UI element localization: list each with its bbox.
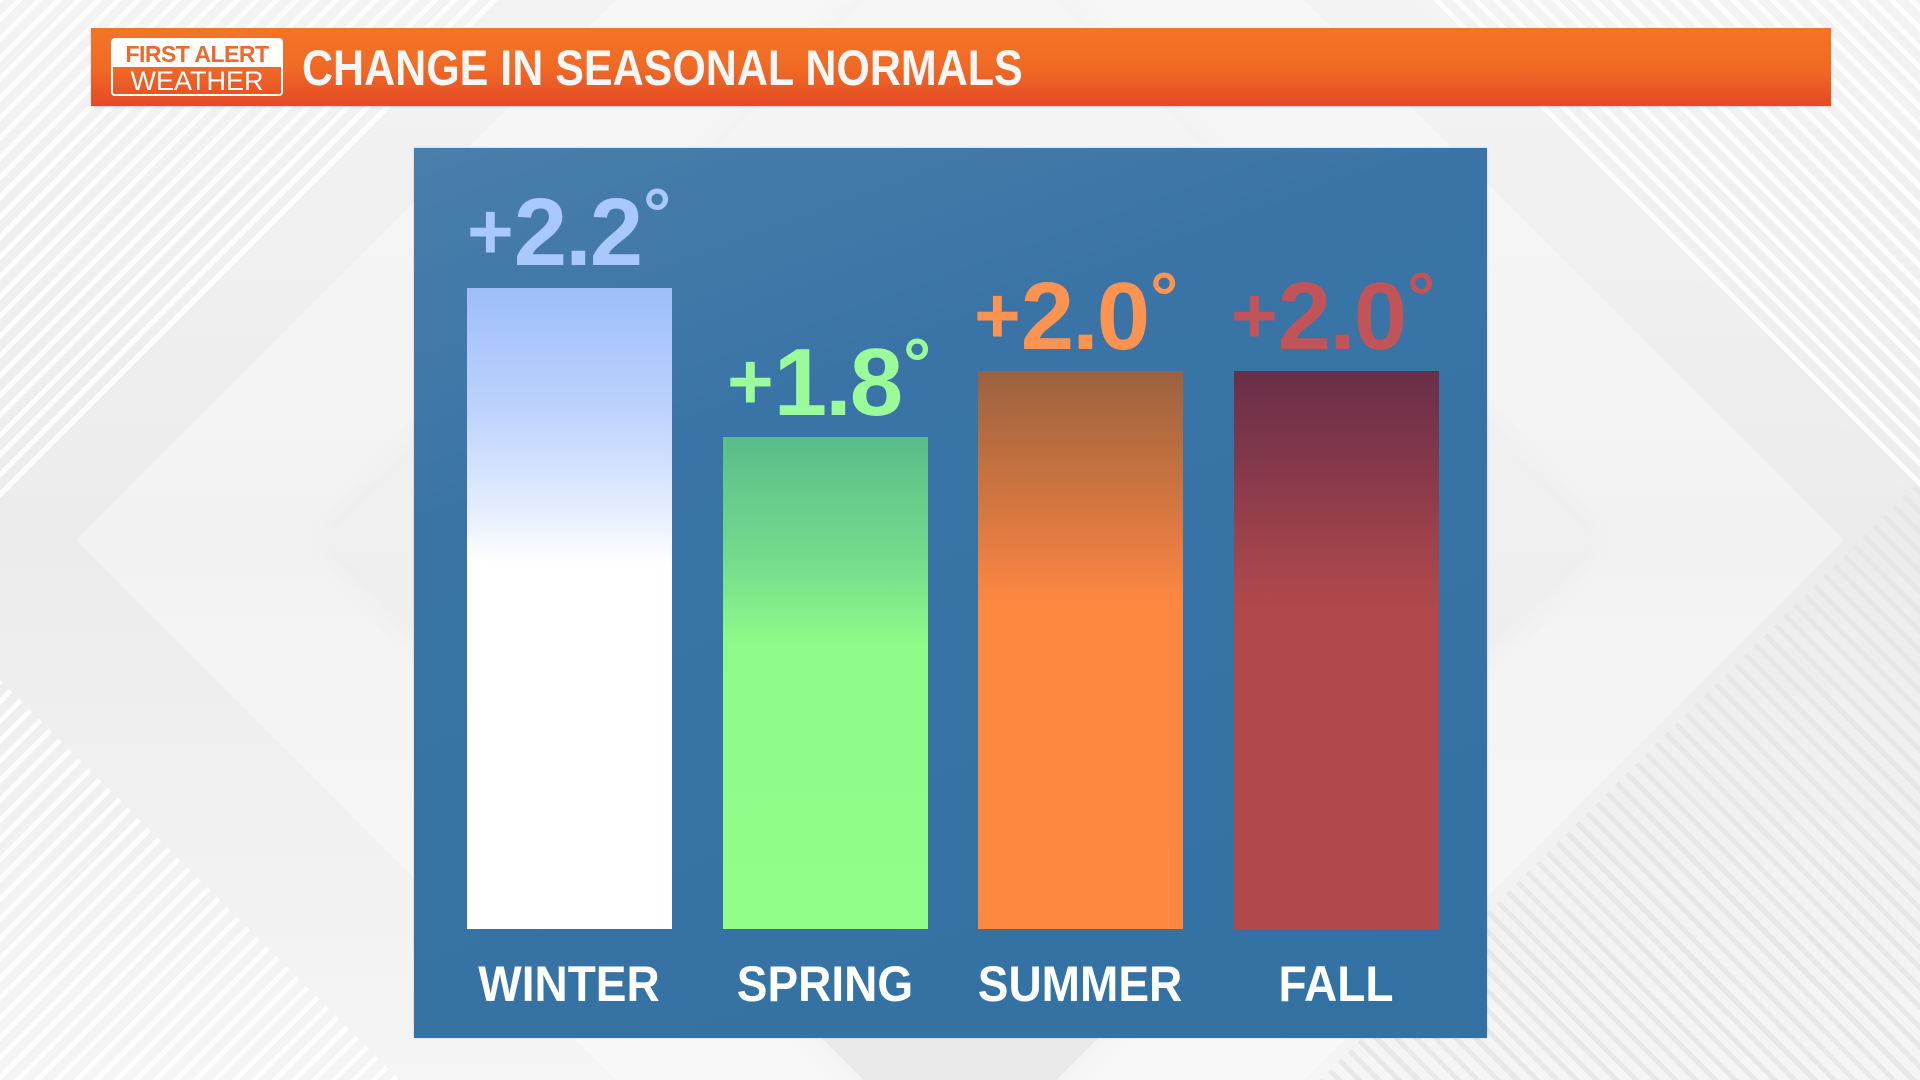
page-title: CHANGE IN SEASONAL NORMALS (302, 40, 1023, 96)
first-alert-weather-logo: FIRST ALERT WEATHER (111, 38, 283, 96)
summer-value-label: +2.0° (974, 262, 1178, 365)
chart-panel: +2.2° WINTER +1.8° SPRING +2.0° SUMMER +… (414, 148, 1487, 1038)
logo-bottom-text: WEATHER (130, 66, 264, 96)
plus-sign: + (727, 337, 774, 426)
spring-value: 1.8 (773, 329, 903, 436)
season-label-fall: FALL (1278, 956, 1394, 1012)
bar-spring (723, 437, 928, 929)
fall-value: 2.0 (1277, 263, 1407, 370)
degree-icon: ° (1150, 258, 1178, 336)
bar-summer (978, 371, 1183, 929)
season-label-winter: WINTER (478, 956, 660, 1012)
winter-value: 2.2 (513, 179, 643, 286)
degree-icon: ° (643, 174, 671, 252)
season-label-spring: SPRING (736, 956, 914, 1012)
degree-icon: ° (903, 324, 931, 402)
plus-sign: + (974, 271, 1021, 360)
degree-icon: ° (1407, 258, 1435, 336)
bar-winter (467, 288, 672, 929)
bar-fall (1234, 371, 1439, 929)
fall-value-label: +2.0° (1231, 262, 1435, 365)
season-label-summer: SUMMER (977, 956, 1183, 1012)
logo-top-text: FIRST ALERT (113, 40, 281, 67)
plus-sign: + (467, 187, 514, 276)
summer-value: 2.0 (1020, 263, 1150, 370)
title-banner: FIRST ALERT WEATHER CHANGE IN SEASONAL N… (91, 28, 1831, 106)
plus-sign: + (1231, 271, 1278, 360)
winter-value-label: +2.2° (467, 178, 671, 281)
spring-value-label: +1.8° (727, 328, 931, 431)
